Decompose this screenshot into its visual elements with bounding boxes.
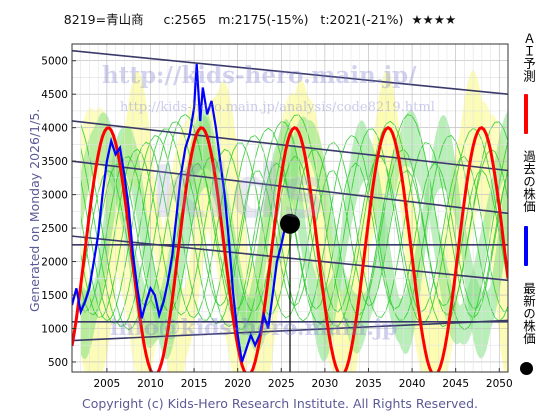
past-price-legend-label: 過去の株価 [521,150,536,213]
latest-price-legend-label: 最新の株価 [521,282,536,345]
email-watermark: info@kids-hero.main.jp [110,315,398,341]
ensemble-line [80,113,508,331]
y-tick-label: 3500 [41,156,68,168]
logo-watermark: Kids [150,150,325,234]
y-tick-label: 5000 [41,56,68,68]
y-tick-label: 2500 [41,223,68,235]
ensemble-line [80,155,508,313]
trend-line [72,160,508,215]
y-tick-label: 4000 [41,123,68,135]
y-tick-label: 4500 [41,89,68,101]
plot-frame [71,43,509,373]
x-tick-label: 2040 [399,378,426,390]
past-price-legend-swatch [524,226,528,266]
trend-line [72,49,508,96]
url-watermark: http://kids-hero.main.jp/ [102,62,417,89]
x-tick-label: 2010 [137,378,164,390]
x-tick-label: 2050 [486,378,513,390]
x-tick-label: 2005 [94,378,121,390]
ai-forecast-legend-label: ＡＩ予測 [521,32,536,82]
y-tick-label: 3000 [41,190,68,202]
past-price-line [72,64,291,363]
ai-forecast-line [72,125,508,372]
ai-forecast-legend-swatch [524,94,528,134]
analysis-url-watermark: http://kids-hero.main.jp/analysis/code82… [120,100,435,115]
x-tick-label: 2030 [312,378,339,390]
axis-ticks: 500 1000 1500 2000 2500 3000 3500 4000 4500 5000 2… [41,56,512,390]
chart-title: 8219=青山商 c:2565 m:2175(-15%) t:2021(-21%… [63,12,457,27]
x-tick-label: 2020 [224,378,251,390]
latest-price-marker [280,213,300,234]
latest-price-legend-dot [520,362,533,375]
ensemble-line [80,134,508,322]
y-tick-label: 1000 [41,323,68,335]
copyright-footer: Copyright (c) Kids-Hero Research Institu… [81,396,479,411]
y-tick-label: 2000 [41,257,68,269]
y-tick-label: 500 [48,357,68,369]
x-tick-label: 2025 [268,378,295,390]
generated-date-label: Generated on Monday 2026/1/5. [27,108,42,312]
x-tick-label: 2035 [355,378,382,390]
trend-line [72,120,508,172]
series-layer [72,64,508,372]
y-tick-label: 1500 [41,290,68,302]
x-tick-label: 2045 [442,378,469,390]
x-tick-label: 2015 [181,378,208,390]
